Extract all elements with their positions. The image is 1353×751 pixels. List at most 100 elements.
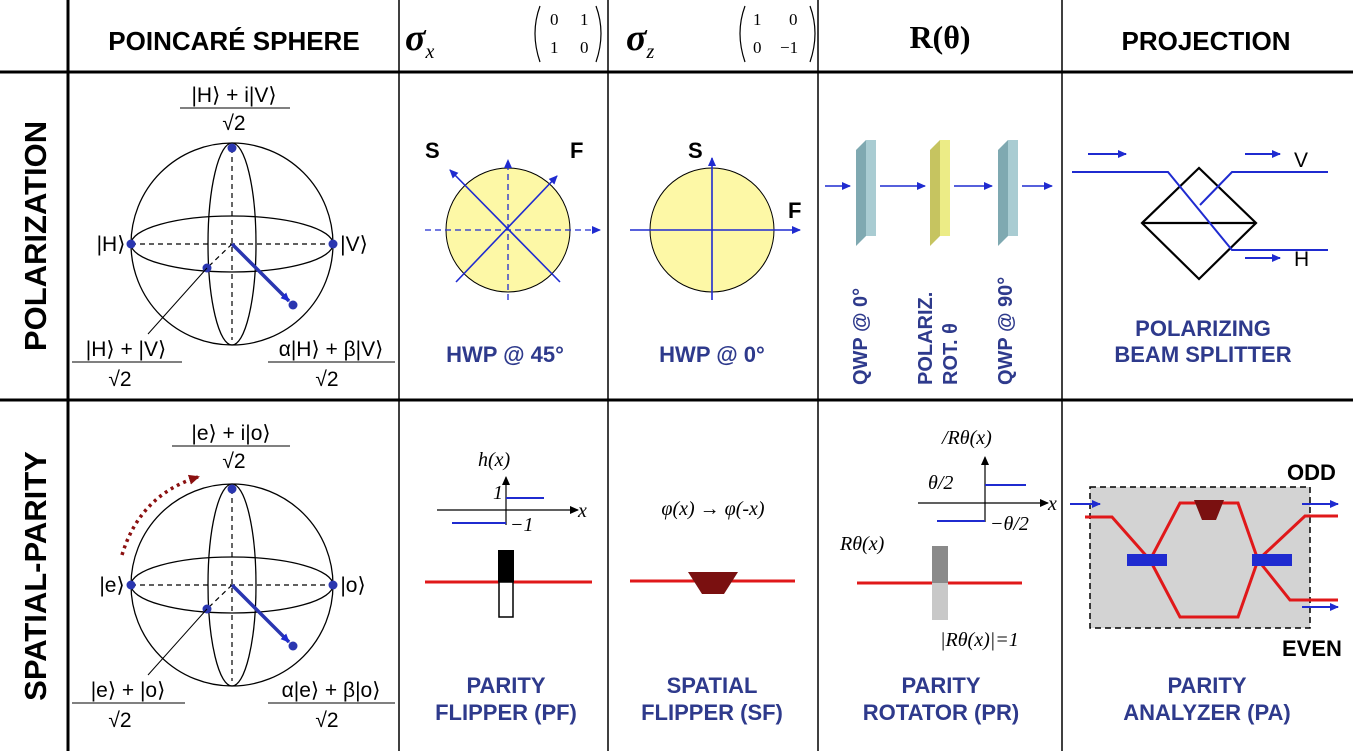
- left-state-label: |e⟩: [99, 574, 124, 597]
- beam-splitter-1: [1127, 554, 1167, 566]
- matrix-bracket-left: [534, 5, 541, 63]
- rotation-curved-arrow: [120, 474, 200, 556]
- pr-label-line1: PARITY: [901, 673, 980, 698]
- qwp-90-label: QWP @ 90°: [995, 277, 1017, 385]
- beam-path-v: [1199, 171, 1328, 206]
- header-projection: PROJECTION: [1121, 26, 1290, 56]
- qwp-plate-side: [998, 140, 1008, 246]
- hwp-0-label: HWP @ 0°: [659, 342, 765, 367]
- phase-plate-bottom: [932, 583, 948, 620]
- point-right: [328, 239, 338, 249]
- rotator-function-label: Rθ(x): [839, 533, 885, 555]
- header-sigma-z: σz 1 0 0 −1: [626, 5, 816, 63]
- point-left: [126, 580, 136, 590]
- sigma-z-m22: −1: [780, 38, 798, 57]
- matrix-bracket-left: [739, 5, 746, 63]
- row-label-spatial-parity: SPATIAL-PARITY: [18, 451, 53, 701]
- qwp-plate-face: [866, 140, 876, 236]
- beam-path-h: [1072, 171, 1328, 251]
- hwp-45-label: HWP @ 45°: [446, 342, 564, 367]
- phase-plate-top: [498, 550, 514, 582]
- point-state: [288, 300, 298, 310]
- top-state-denominator: √2: [222, 450, 245, 473]
- depth-axis: [206, 584, 233, 610]
- sigma-x-m12: 1: [580, 10, 589, 29]
- fast-axis-label: F: [788, 198, 801, 223]
- sigma-x-m22: 0: [580, 38, 589, 57]
- beam-path-lower: [1148, 556, 1338, 619]
- top-state-numerator: |H⟩ + i|V⟩: [191, 84, 276, 107]
- tick-minus-one: −1: [510, 514, 534, 536]
- bottom-left-denominator: √2: [108, 368, 131, 391]
- top-state-denominator: √2: [222, 112, 245, 135]
- tick-plus-one: 1: [493, 482, 503, 504]
- odd-label: ODD: [1287, 460, 1336, 485]
- header-poincare-sphere: POINCARÉ SPHERE: [108, 26, 359, 56]
- mapping-label: φ(x) → φ(-x): [661, 498, 765, 520]
- slow-axis-label: S: [688, 138, 703, 163]
- top-state-numerator: |e⟩ + i|o⟩: [191, 422, 270, 445]
- point-top: [227, 143, 237, 153]
- polarization-rotator-diagram: QWP @ 0° POLARIZ. ROT. θ QWP @ 90°: [825, 140, 1053, 385]
- bottom-right-denominator: √2: [315, 368, 338, 391]
- spatial-flipper-diagram: φ(x) → φ(-x) SPATIAL FLIPPER (SF): [630, 498, 795, 725]
- qwp-0-label: QWP @ 0°: [850, 288, 872, 385]
- fast-axis-arrow: [455, 175, 558, 283]
- rotator-plate-face: [940, 140, 950, 236]
- bottom-right-numerator: α|H⟩ + β|V⟩: [279, 338, 384, 361]
- slow-axis-arrow: [449, 169, 561, 283]
- rotator-plate-side: [930, 140, 940, 246]
- depth-axis: [206, 243, 233, 269]
- point-top: [227, 484, 237, 494]
- matrix-bracket-right: [809, 5, 816, 63]
- phase-plate-bottom: [498, 581, 514, 618]
- dove-prism: [1194, 500, 1224, 520]
- header-sigma-x: σx 0 1 1 0: [405, 5, 602, 63]
- state-vector-arrow: [230, 583, 291, 644]
- sigma-z-m12: 0: [789, 10, 798, 29]
- poincare-sphere-spatial: |e⟩ + i|o⟩ √2 |e⟩ |o⟩ |e⟩ + |o⟩ √2 α|e⟩ …: [72, 422, 395, 732]
- header-rotation: R(θ): [909, 19, 970, 55]
- slow-axis-label: S: [425, 138, 440, 163]
- sf-label-line2: FLIPPER (SF): [641, 700, 783, 725]
- sigma-x-m11: 0: [550, 10, 559, 29]
- parity-rotator-diagram: /Rθ(x) θ/2 −θ/2 x Rθ(x) |Rθ(x)|=1 PARITY…: [839, 427, 1057, 725]
- output-label-v: V: [1294, 149, 1308, 172]
- parity-flipper-diagram: h(x) 1 −1 x PARITY FLIPPER (PF): [425, 449, 592, 725]
- pf-label-line2: FLIPPER (PF): [435, 700, 577, 725]
- point-state: [288, 641, 298, 651]
- right-state-label: |V⟩: [340, 233, 368, 256]
- point-left: [126, 239, 136, 249]
- sigma-z-m11: 1: [753, 10, 762, 29]
- output-label-h: H: [1294, 248, 1309, 271]
- state-vector-arrow: [230, 242, 291, 303]
- x-axis-label: x: [1047, 493, 1057, 515]
- pbs-label-line2: BEAM SPLITTER: [1114, 342, 1291, 367]
- sigma-x-m21: 1: [550, 38, 559, 57]
- pf-label-line1: PARITY: [466, 673, 545, 698]
- modulus-label: |Rθ(x)|=1: [940, 629, 1019, 651]
- leader-line: [147, 608, 208, 676]
- bottom-right-numerator: α|e⟩ + β|o⟩: [282, 679, 381, 702]
- pa-label-line2: ANALYZER (PA): [1123, 700, 1290, 725]
- sf-label-line1: SPATIAL: [667, 673, 758, 698]
- poincare-sphere-polarization: |H⟩ + i|V⟩ √2 |H⟩ |V⟩ |H⟩ + |V⟩ √2 α|H⟩ …: [72, 84, 395, 391]
- bottom-left-numerator: |H⟩ + |V⟩: [86, 338, 166, 361]
- x-axis-label: x: [577, 500, 587, 522]
- bottom-left-numerator: |e⟩ + |o⟩: [91, 679, 166, 702]
- point-right: [328, 580, 338, 590]
- hwp-45-diagram: S F HWP @ 45°: [425, 138, 601, 367]
- sigma-x-symbol: σx: [405, 17, 434, 63]
- tick-plus-theta: θ/2: [928, 472, 953, 494]
- tick-minus-theta: −θ/2: [990, 513, 1029, 535]
- sigma-z-symbol: σz: [626, 17, 654, 63]
- bottom-right-denominator: √2: [315, 709, 338, 732]
- polariz-rot-line1: POLARIZ.: [915, 292, 937, 385]
- left-state-label: |H⟩: [97, 233, 126, 256]
- qwp-plate-side: [856, 140, 866, 246]
- pr-label-line2: ROTATOR (PR): [863, 700, 1019, 725]
- bottom-left-denominator: √2: [108, 709, 131, 732]
- polarizing-beam-splitter-diagram: V H POLARIZING BEAM SPLITTER: [1072, 149, 1328, 367]
- even-label: EVEN: [1282, 636, 1342, 661]
